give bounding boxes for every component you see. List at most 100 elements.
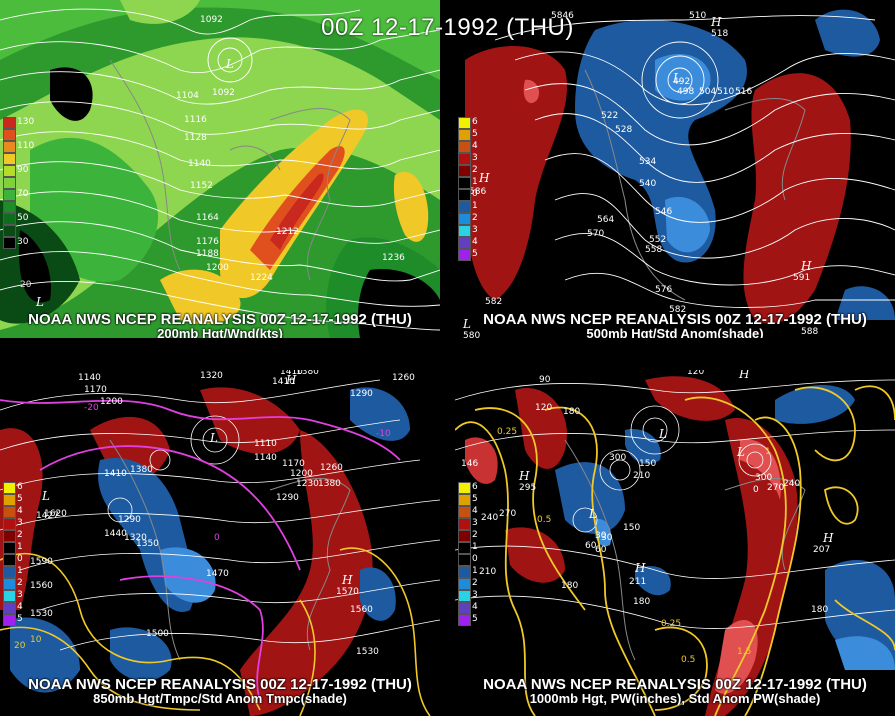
contour-label: 1350 [136,539,159,549]
contour-label: 1290 [350,389,373,399]
contour-label: 1200 [206,263,229,273]
hl-value: 5846 [551,11,574,21]
contour-label: 546 [655,207,672,217]
colorbar-swatch [3,153,16,165]
low-marker: L [672,71,681,85]
contour-label: 1590 [30,557,53,567]
contour-label: 180 [561,581,578,591]
colorbar-label: 1 [472,542,478,552]
colorbar-label: 3 [17,518,23,528]
contour-label: 558 [645,245,662,255]
high-marker: H [341,573,353,587]
contour-label: 240 [481,513,498,523]
contour-label: 120 [535,403,552,413]
caption-1000mb: NOAA NWS NCEP REANALYSIS 00Z 12-17-1992 … [455,676,895,706]
hl-value: 518 [711,29,728,39]
axis-label: 20 [20,280,32,290]
contour-label: 150 [623,523,640,533]
map-1000mb: 120 180 150 210 240 270 300 60 30 0 180 … [455,370,895,716]
colorbar-label: 110 [17,141,35,151]
pw-label: 1.5 [737,647,751,657]
colorbar-label: 3 [472,518,478,528]
contour-label: 150 [639,459,656,469]
colorbar-label: 1 [472,201,478,211]
contour-label: 1212 [276,227,299,237]
colorbar-swatch [458,189,471,201]
colorbar-label: 0 [17,554,23,564]
contour-label: 1410 [104,469,127,479]
colorbar-label: 5 [17,494,23,504]
contour-labels-200mb: 1092 1092 1104 1116 1128 1140 1152 1164 … [176,15,405,283]
caption-line1: NOAA NWS NCEP REANALYSIS 00Z 12-17-1992 … [28,676,412,693]
colorbar-label: 5 [472,614,478,624]
contour-label: 1140 [254,453,277,463]
colorbar-swatch [3,177,16,189]
colorbar-label: 4 [17,602,23,612]
contour-label: 0 [753,485,759,495]
contour-label: 180 [563,407,580,417]
contour-label: 504 [699,87,716,97]
caption-line1: NOAA NWS NCEP REANALYSIS 00Z 12-17-1992 … [483,311,867,328]
pw-label: 1 [765,447,771,457]
colorbar-swatch [458,566,471,578]
colorbar-label: 2 [472,530,478,540]
contour-label: 552 [649,235,666,245]
colorbar-label: 4 [472,506,478,516]
contour-label: 528 [615,125,632,135]
contour-label: 180 [811,605,828,615]
colorbar-label: 4 [17,506,23,516]
contour-label: 1380 [318,479,341,489]
contour-label: 582 [669,305,686,315]
contour-label: 1116 [184,115,207,125]
caption-200mb: NOAA NWS NCEP REANALYSIS 00Z 12-17-1992 … [0,311,440,338]
contour-label: 1260 [320,463,343,473]
map-850mb: 1140 1170 1200 1320 1410 1380 1290 1260 … [0,370,440,716]
colorbar-swatch [3,590,16,602]
colorbar-label: 1 [17,542,23,552]
hl-value: 146 [461,459,478,469]
colorbar-label: 30 [17,237,29,247]
panel-850mb: 1140 1170 1200 1320 1410 1380 1290 1260 … [0,370,440,716]
high-marker: H [518,469,530,483]
low-marker: L [35,295,44,309]
hl-value: 1570 [336,587,359,597]
colorbar-swatch [3,225,16,237]
contour-label: 576 [655,285,672,295]
colorbar-swatch [458,213,471,225]
colorbar-label: 4 [472,141,478,151]
contour-label: 1530 [30,609,53,619]
colorbar-label: 2 [472,578,478,588]
colorbar-swatch [3,566,16,578]
colorbar-swatch [3,141,16,153]
colorbar-label: 90 [17,165,29,175]
contour-label: 1224 [250,273,273,283]
temp-label: -20 [84,403,99,413]
high-marker: H [822,531,834,545]
contour-label: 1170 [282,459,305,469]
colorbar-swatch [458,141,471,153]
low-marker: L [462,317,471,331]
contour-label: 588 [801,327,818,337]
high-marker: H [710,15,722,29]
contour-label: 120 [687,370,704,377]
caption-line2: 850mb Hgt/Tmpc/Std Anom Tmpc(shade) [93,691,347,706]
colorbar-swatch [3,554,16,566]
low-marker: L [588,507,597,521]
contour-label: 90 [539,375,551,385]
contour-label: 1200 [290,469,313,479]
colorbar-850mb: 6 5 4 3 2 1 0 1 2 3 4 5 [3,482,23,626]
low-marker: L [658,427,667,441]
colorbar-swatch [458,614,471,626]
colorbar-label: 1 [17,566,23,576]
high-marker: H [478,171,490,185]
contour-label: 210 [633,471,650,481]
colorbar-label: 4 [472,237,478,247]
contour-label: 210 [479,567,496,577]
map-500mb: 510 522 528 534 540 546 552 558 564 570 … [455,0,895,338]
contour-label: 1110 [254,439,277,449]
colorbar-label: 5 [472,129,478,139]
contour-label: 1560 [30,581,53,591]
colorbar-label: 0 [472,554,478,564]
colorbar-500mb: 6 5 4 3 2 1 0 1 2 3 4 5 [458,117,478,261]
colorbar-label: 50 [17,213,29,223]
